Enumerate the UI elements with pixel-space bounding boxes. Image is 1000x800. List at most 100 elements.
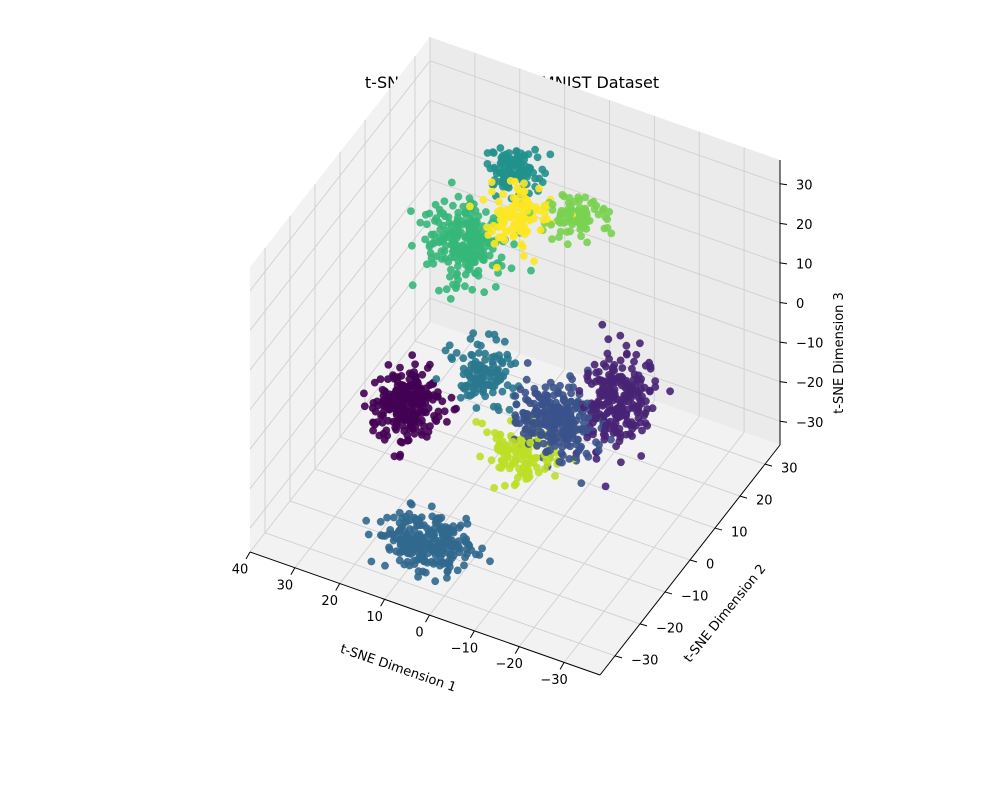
scatter-point <box>397 407 406 416</box>
z-tick-mark <box>779 381 788 384</box>
scatter-point <box>368 404 377 412</box>
scatter-point <box>381 397 390 405</box>
scatter-point <box>645 386 654 395</box>
scatter-point <box>514 185 522 194</box>
scatter-point <box>494 365 502 374</box>
scatter-point <box>422 532 431 541</box>
scatter-point <box>539 439 548 448</box>
scatter-point <box>523 359 532 367</box>
scatter-point <box>364 530 373 539</box>
scatter-point <box>642 397 650 406</box>
scatter-point <box>637 452 646 460</box>
scatter-point <box>384 403 393 412</box>
scatter-point <box>537 428 545 437</box>
scatter-point <box>632 350 641 359</box>
scatter-point <box>411 411 420 420</box>
scatter-point <box>518 243 527 252</box>
scatter-point <box>390 452 399 461</box>
scatter-point <box>384 361 393 369</box>
scatter-point <box>447 393 456 402</box>
scatter-point <box>630 403 639 412</box>
scatter-point <box>472 404 481 412</box>
z-tick-label: 30 <box>796 178 813 193</box>
scatter-point <box>403 389 412 398</box>
scatter-point <box>411 372 420 381</box>
scatter-point <box>533 441 541 450</box>
scatter-point <box>636 418 645 427</box>
x-tick-label: 20 <box>321 594 338 609</box>
scatter-point <box>440 537 449 546</box>
scatter-point <box>423 558 432 567</box>
x-tick-mark <box>469 630 475 639</box>
scatter-point <box>439 209 447 218</box>
scatter-point <box>418 370 427 379</box>
scatter-point <box>509 437 517 446</box>
scatter-point <box>582 449 591 458</box>
scatter-point <box>505 405 514 414</box>
scatter-point <box>497 444 506 452</box>
scatter-point <box>535 408 544 417</box>
z-tick-mark <box>779 302 788 304</box>
scatter-point <box>440 407 449 416</box>
scatter-point <box>590 360 599 369</box>
scatter-point <box>360 402 369 411</box>
y-tick-label: −30 <box>631 653 658 668</box>
scatter-point <box>581 193 590 202</box>
scatter-point <box>511 454 520 462</box>
scatter-point <box>646 362 655 371</box>
z-tick-label: 20 <box>796 218 813 233</box>
scatter-point <box>422 220 431 229</box>
scatter-point <box>466 202 474 211</box>
scatter-point <box>548 235 556 244</box>
x-tick-label: 30 <box>277 578 294 593</box>
scatter-point <box>410 399 418 408</box>
scatter-point <box>573 436 582 445</box>
y-tick-mark <box>664 591 673 595</box>
scatter-point <box>562 433 570 442</box>
scatter-point <box>453 213 462 222</box>
scatter-point <box>622 341 631 350</box>
scatter-point <box>541 383 550 392</box>
scatter-point <box>534 468 543 477</box>
scatter-point <box>481 392 490 401</box>
scatter-point <box>601 482 610 491</box>
scatter-point <box>401 414 410 423</box>
scatter-point <box>447 178 456 187</box>
scatter-point <box>494 197 503 206</box>
scatter-point <box>495 168 504 177</box>
scatter-point <box>416 386 425 395</box>
z-tick-label: −20 <box>796 376 823 391</box>
scatter-point <box>423 260 431 269</box>
scatter-point <box>478 419 486 428</box>
y-tick-mark <box>639 623 648 627</box>
scatter-point <box>405 424 413 433</box>
scatter-point <box>563 214 572 222</box>
scatter-point <box>543 459 552 467</box>
grid-line-z-back <box>429 179 781 303</box>
scatter-point <box>486 557 494 566</box>
x-tick-mark <box>514 646 520 654</box>
scatter-point <box>497 456 506 465</box>
scatter-point <box>497 253 506 262</box>
scatter-point <box>523 410 532 419</box>
scatter-point <box>463 550 471 558</box>
scatter-point <box>490 239 499 248</box>
scatter-point <box>534 392 543 401</box>
scatter-point <box>475 361 484 370</box>
scatter-point <box>505 464 514 473</box>
scatter-point <box>392 547 401 556</box>
scatter-point <box>498 233 507 242</box>
scatter-point <box>407 500 416 509</box>
scatter-point <box>511 359 520 368</box>
scatter-point <box>490 484 498 492</box>
scatter-point <box>595 410 604 418</box>
scatter-point <box>378 385 387 394</box>
scatter-point <box>410 429 419 438</box>
scatter-point <box>476 452 484 461</box>
scatter-point <box>549 408 558 417</box>
scatter-point <box>434 407 443 416</box>
z-tick-mark <box>779 420 788 423</box>
scatter-point <box>543 447 551 456</box>
scatter-point <box>408 351 417 359</box>
scatter-point <box>561 426 570 435</box>
